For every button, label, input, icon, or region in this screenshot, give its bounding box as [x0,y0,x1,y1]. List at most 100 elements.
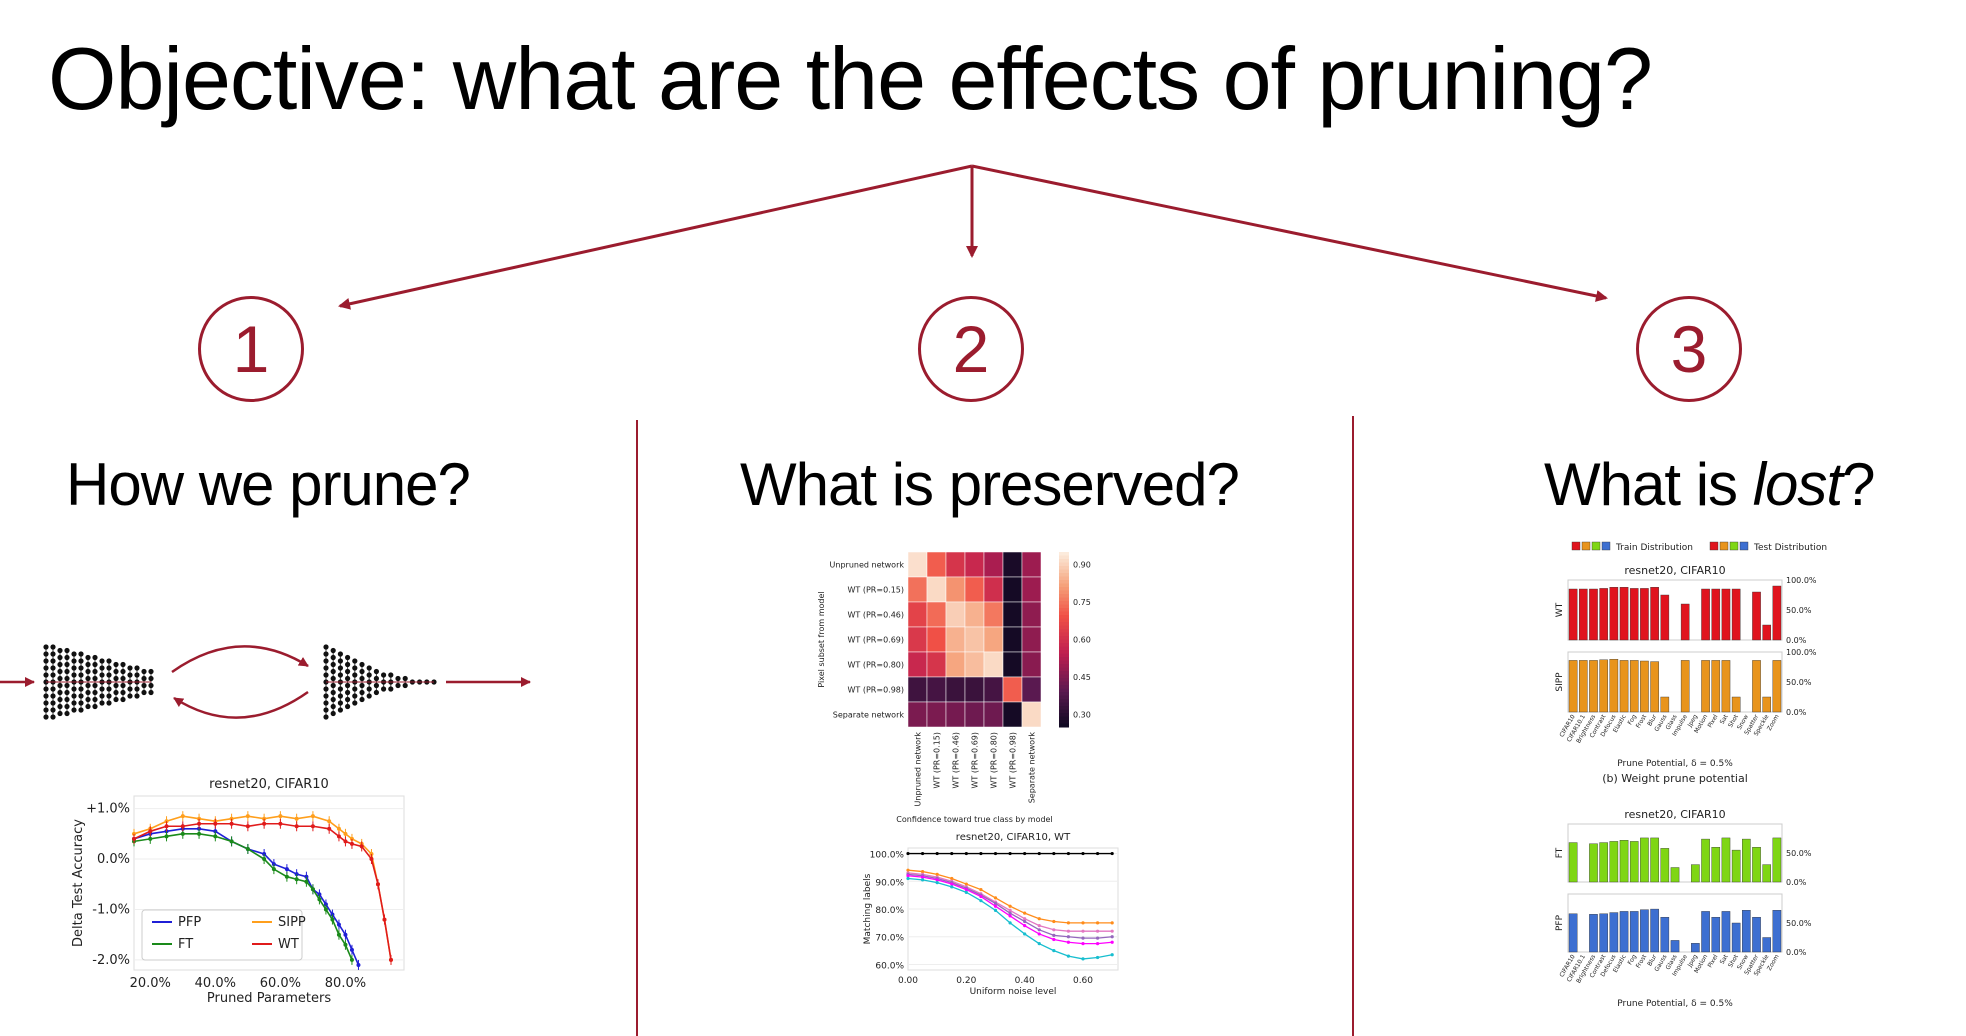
arrow-right-icon [971,164,1608,302]
y-tick-label: 0.0% [1786,708,1807,717]
neuron [57,710,63,717]
data-point [1095,942,1100,946]
bar [1742,910,1751,953]
legend-swatch [1591,541,1601,551]
data-point [1037,942,1041,946]
data-point [950,882,954,886]
heading-how-we-prune: How we prune? [66,451,471,518]
neuron [323,672,329,678]
bar [1640,909,1649,953]
neuron [352,686,358,692]
x-axis-label: Uniform noise level [970,987,1057,997]
neuron [50,707,56,713]
neuron [71,700,77,706]
neuron [141,675,147,682]
neuron [50,672,56,678]
neuron [323,665,329,671]
bar [1578,588,1588,641]
data-point [993,904,998,908]
neuron [148,675,154,682]
neuron [85,661,91,668]
neuron [352,658,358,664]
heatmap-cell [983,576,1004,603]
bar [1721,588,1731,641]
neuron [388,672,394,678]
x-tick-label: 20.0% [130,976,171,991]
data-point [1052,948,1056,953]
neuron [57,654,63,661]
chart-title: resnet20, CIFAR10 [1624,564,1725,577]
legend-label: PFP [178,915,201,930]
row-label: WT (PR=0.69) [848,636,904,645]
y-tick-label: 80.0% [875,906,904,916]
colorbar-segment [1059,650,1069,654]
prune-potential-chart: resnet20, CIFAR10 FT 50.0% 0.0% PFP 50.0% 0.0%… [1555,808,1812,1009]
neuron [92,675,98,682]
neuron [57,696,63,703]
x-tick-label: Fog [1627,953,1639,966]
heatmap-cell [907,576,928,603]
data-point [935,878,939,882]
x-axis-label: Prune Potential, δ = 0.5% [1617,999,1733,1009]
neuron [64,696,70,703]
neuron [50,658,56,664]
pruning-schematic [0,644,531,720]
heatmap-cell [983,651,1004,678]
colorbar-segment [1059,660,1069,665]
colorbar-segment [1059,667,1069,672]
neuron [113,675,119,682]
data-point [1066,851,1071,856]
heatmap-cell [1002,701,1023,728]
heading-text: ? [1842,451,1875,518]
data-point [906,868,910,872]
neuron [85,675,91,682]
heatmap-cell [907,676,928,703]
data-point [1066,921,1071,925]
step-number: 3 [1670,312,1708,386]
data-point [1023,919,1027,924]
legend-swatch [1581,541,1591,551]
bar [1772,910,1782,953]
data-point [979,887,983,892]
bar [1762,864,1772,883]
data-point [1066,940,1071,944]
neuron [92,654,98,661]
x-tick-label: Frost [1635,713,1649,730]
x-tick-label: Pixel [1706,953,1719,969]
heatmap-cell [1002,551,1023,578]
neuron [366,672,372,678]
heatmap-cell [983,701,1004,728]
data-point [1008,911,1012,915]
colorbar-segment [1059,706,1069,710]
data-point [1081,851,1085,856]
heatmap-cell [964,626,985,653]
colorbar-segment [1059,555,1069,560]
neuron [64,661,70,668]
bar [1640,837,1649,883]
data-point [1023,851,1027,856]
neuron [106,658,112,664]
row-label: WT (PR=0.98) [848,686,904,695]
neuron [106,693,112,699]
neuron [78,658,84,664]
heatmap-cell [945,651,966,678]
data-point [1008,851,1012,856]
row-label: WT (PR=0.80) [848,661,904,670]
bar [1680,603,1690,641]
data-point [920,869,925,874]
heatmap-cell [1021,576,1042,603]
bar [1711,847,1721,883]
data-point [1052,851,1056,856]
neuron [113,689,119,696]
confidence-heatmap: Unpruned network WT (PR=0.15) WT (PR=0.46)… [817,551,1091,824]
neuron [57,661,63,668]
series-line [907,877,1113,960]
bar [1589,660,1598,713]
heatmap-cell [945,701,966,728]
x-tick-label: Sat [1719,713,1730,726]
data-point [993,896,998,900]
neuron [43,644,49,650]
neuron [64,703,70,710]
heatmap-cell [926,651,947,678]
neuron [71,686,77,692]
